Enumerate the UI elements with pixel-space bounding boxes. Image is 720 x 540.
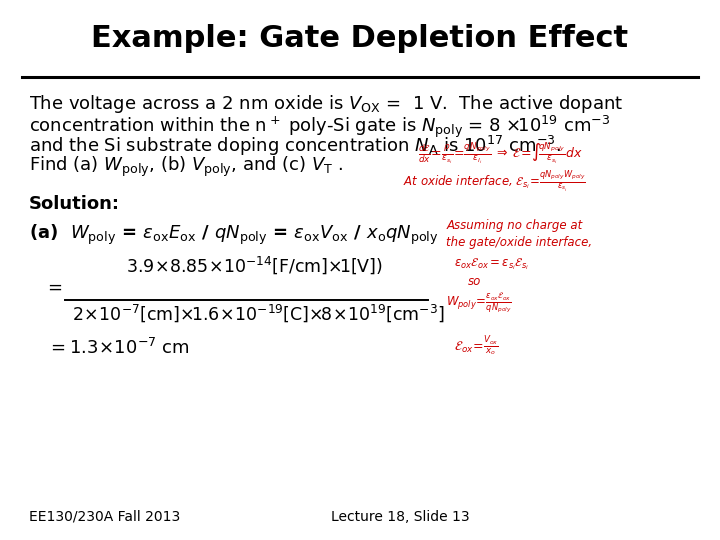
Text: $= 1.3\!\times\!10^{-7}$ cm: $= 1.3\!\times\!10^{-7}$ cm	[47, 338, 189, 357]
Text: concentration within the n$^+$ poly-Si gate is $N_{\mathrm{poly}}$ = 8 $\times\!: concentration within the n$^+$ poly-Si g…	[29, 113, 610, 140]
Text: Solution:: Solution:	[29, 195, 120, 213]
Text: Find (a) $W_{\mathrm{poly}}$, (b) $V_{\mathrm{poly}}$, and (c) $V_{\mathrm{T}}$ : Find (a) $W_{\mathrm{poly}}$, (b) $V_{\m…	[29, 154, 343, 179]
Text: $\mathcal{E}_{ox}\!=\!\frac{V_{ox}}{x_o}$: $\mathcal{E}_{ox}\!=\!\frac{V_{ox}}{x_o}…	[454, 335, 498, 358]
Text: $\varepsilon_{ox}\mathcal{E}_{ox} = \varepsilon_{s_i}\mathcal{E}_{s_i}$: $\varepsilon_{ox}\mathcal{E}_{ox} = \var…	[454, 256, 528, 272]
Text: $\frac{d\mathcal{E}}{dx}\!=\!\frac{\rho}{\varepsilon_{s_i}}\!=\!\frac{qN_{poly}}: $\frac{d\mathcal{E}}{dx}\!=\!\frac{\rho}…	[418, 140, 582, 166]
Text: Example: Gate Depletion Effect: Example: Gate Depletion Effect	[91, 24, 629, 53]
Text: At oxide interface, $\mathcal{E}_{s_i}\!=\!\frac{qN_{poly}W_{poly}}{\varepsilon_: At oxide interface, $\mathcal{E}_{s_i}\!…	[403, 168, 586, 194]
Text: Assuming no charge at
the gate/oxide interface,: Assuming no charge at the gate/oxide int…	[446, 219, 593, 249]
Text: so: so	[468, 275, 482, 288]
Text: =: =	[47, 279, 62, 297]
Text: $3.9\!\times\!8.85\!\times\!10^{-14}$[F/cm]$\times\!1$[V]): $3.9\!\times\!8.85\!\times\!10^{-14}$[F/…	[126, 255, 383, 276]
Text: EE130/230A Fall 2013: EE130/230A Fall 2013	[29, 510, 180, 524]
Text: (a)  $W_{\mathrm{poly}}$ = $\varepsilon_{\mathrm{ox}}E_{\mathrm{ox}}$ / $qN_{\ma: (a) $W_{\mathrm{poly}}$ = $\varepsilon_{…	[29, 222, 438, 247]
Text: and the Si substrate doping concentration $N_{\mathrm{A}}$ is $10^{17}$ cm$^{-3}: and the Si substrate doping concentratio…	[29, 134, 561, 158]
Text: Lecture 18, Slide 13: Lecture 18, Slide 13	[331, 510, 470, 524]
Text: $W_{poly}\!=\!\frac{\varepsilon_{ox}\mathcal{E}_{ox}}{qN_{poly}}$: $W_{poly}\!=\!\frac{\varepsilon_{ox}\mat…	[446, 292, 512, 315]
Text: The voltage across a 2 nm oxide is $V_{\mathrm{OX}}$ =  1 V.  The active dopant: The voltage across a 2 nm oxide is $V_{\…	[29, 93, 624, 115]
Text: $2\!\times\!10^{-7}$[cm]$\times\!1.6\!\times\!10^{-19}$[C]$\times\!8\!\times\!10: $2\!\times\!10^{-7}$[cm]$\times\!1.6\!\t…	[72, 302, 445, 324]
